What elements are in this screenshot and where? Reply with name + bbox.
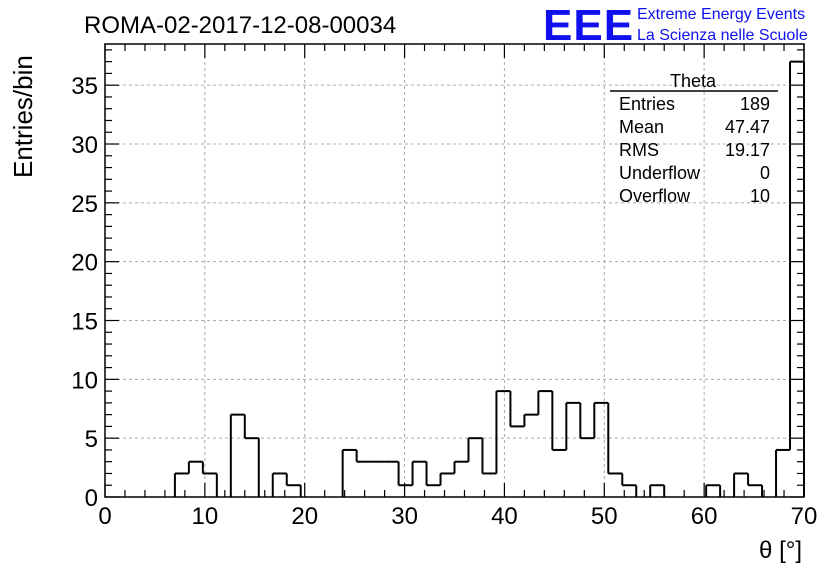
x-tick-label: 40 (491, 503, 518, 530)
tick-labels: 0 10 20 30 40 50 60 70 0 5 10 15 20 25 30 35 (71, 73, 817, 530)
y-tick-label: 35 (71, 73, 98, 100)
run-title: ROMA-02-2017-12-08-00034 (84, 12, 396, 39)
y-tick-label: 5 (85, 426, 98, 453)
stats-rms-label: RMS (619, 140, 659, 160)
x-axis-label: θ [°] (759, 537, 802, 564)
logo-line-1: Extreme Energy Events (637, 6, 805, 23)
stats-rms-value: 19.17 (725, 140, 770, 160)
x-tick-label: 60 (691, 503, 718, 530)
y-axis-label: Entries/bin (8, 55, 38, 178)
stats-mean-value: 47.47 (725, 117, 770, 137)
x-tick-label: 0 (98, 503, 111, 530)
x-tick-label: 30 (391, 503, 418, 530)
eee-logo-mark: EEE (543, 1, 634, 50)
y-tick-label: 30 (71, 132, 98, 159)
plot-frame (104, 43, 805, 498)
stats-overflow-label: Overflow (619, 186, 691, 206)
eee-logo: EEE Extreme Energy Events La Scienza nel… (543, 1, 808, 50)
x-tick-label: 10 (192, 503, 219, 530)
x-tick-label: 20 (291, 503, 318, 530)
stats-box: Theta Entries 189 Mean 47.47 RMS 19.17 U… (610, 71, 778, 206)
axis-ticks (104, 44, 805, 498)
stats-entries-label: Entries (619, 94, 675, 114)
x-tick-label: 70 (791, 503, 818, 530)
stats-underflow-label: Underflow (619, 163, 701, 183)
y-tick-label: 0 (85, 485, 98, 512)
logo-line-2: La Scienza nelle Scuole (637, 27, 808, 44)
stats-entries-value: 189 (740, 94, 770, 114)
y-tick-label: 15 (71, 309, 98, 336)
y-tick-label: 20 (71, 250, 98, 277)
stats-overflow-value: 10 (750, 186, 770, 206)
stats-underflow-value: 0 (760, 163, 770, 183)
y-tick-label: 10 (71, 367, 98, 394)
stats-mean-label: Mean (619, 117, 664, 137)
stats-title: Theta (670, 71, 717, 91)
x-tick-label: 50 (591, 503, 618, 530)
grid-lines (105, 44, 804, 497)
histogram-bins (173, 60, 805, 497)
y-tick-label: 25 (71, 191, 98, 218)
